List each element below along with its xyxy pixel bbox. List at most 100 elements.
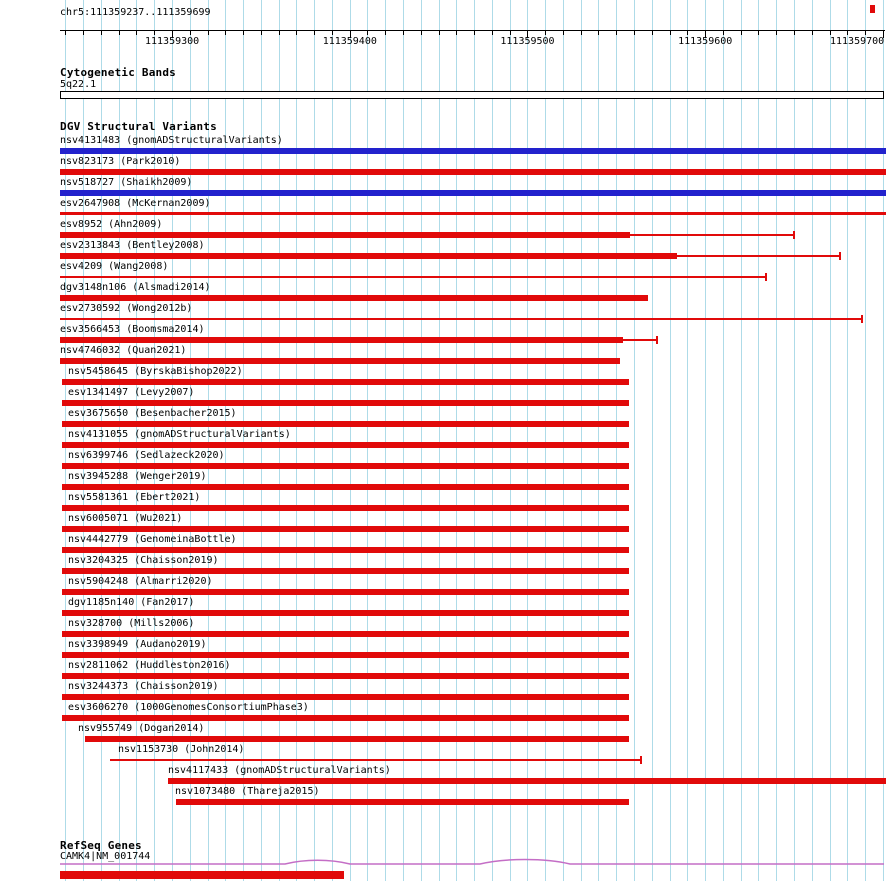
variant-bar[interactable]	[61, 652, 629, 658]
section-title-refseq-genes: RefSeq Genes	[60, 839, 142, 852]
ruler-tick-minor	[385, 30, 387, 35]
ruler-tick-minor	[367, 30, 369, 35]
ruler-tick-minor	[100, 30, 102, 35]
variant-bar[interactable]	[60, 232, 631, 238]
variant-bar[interactable]	[61, 379, 629, 385]
ruler-tick-minor	[829, 30, 831, 35]
variant-label[interactable]: nsv6399746 (Sedlazeck2020)	[68, 450, 225, 461]
variant-label[interactable]: dgv1185n140 (Fan2017)	[68, 597, 195, 608]
variant-label[interactable]: nsv328700 (Mills2006)	[68, 618, 195, 629]
gridline	[118, 0, 120, 881]
variant-label[interactable]: esv4209 (Wang2008)	[60, 261, 169, 272]
gene-name: CAMK4|NM_001744	[60, 851, 151, 862]
variant-label[interactable]: nsv4746032 (Quan2021)	[60, 345, 187, 356]
variant-bar[interactable]	[60, 212, 886, 215]
variant-bar[interactable]	[61, 568, 629, 574]
variant-bar[interactable]	[60, 295, 649, 301]
ruler-tick-minor	[260, 30, 262, 35]
variant-bar[interactable]	[60, 253, 677, 259]
variant-bar[interactable]	[60, 337, 624, 343]
variant-label[interactable]: nsv4442779 (GenomeinaBottle)	[68, 534, 237, 545]
ruler-tick-minor	[83, 30, 85, 35]
variant-bar[interactable]	[60, 358, 620, 364]
variant-bar[interactable]	[60, 169, 886, 175]
gridline	[722, 0, 724, 881]
variant-label[interactable]: nsv4131055 (gnomADStructuralVariants)	[68, 429, 291, 440]
variant-bar[interactable]	[61, 715, 629, 721]
variant-bar[interactable]	[61, 631, 629, 637]
variant-label[interactable]: esv3566453 (Boomsma2014)	[60, 324, 205, 335]
variant-label[interactable]: nsv4117433 (gnomADStructuralVariants)	[168, 765, 391, 776]
variant-bar[interactable]	[168, 778, 886, 784]
variant-label[interactable]: nsv5581361 (Ebert2021)	[68, 492, 201, 503]
gridline	[189, 0, 191, 881]
ruler-tick-major	[172, 30, 173, 38]
variant-bar[interactable]	[109, 759, 642, 761]
gridline	[634, 0, 635, 881]
variant-label[interactable]: esv2313843 (Bentley2008)	[60, 240, 205, 251]
gridline	[260, 0, 262, 881]
ruler-tick-minor	[314, 30, 316, 35]
ruler-tick-minor	[687, 30, 689, 35]
variant-label[interactable]: nsv1153730 (John2014)	[118, 744, 245, 755]
variant-bar[interactable]	[61, 442, 629, 448]
variant-bar[interactable]	[61, 589, 629, 595]
variant-bar[interactable]	[61, 463, 629, 469]
gridline	[651, 0, 653, 881]
variant-label[interactable]: nsv823173 (Park2010)	[60, 156, 181, 167]
gridline	[172, 0, 173, 881]
variant-bar[interactable]	[84, 736, 629, 742]
variant-extension-line[interactable]	[676, 255, 841, 257]
ruler-tick-minor	[207, 30, 209, 35]
variant-label[interactable]: nsv518727 (Shaikh2009)	[60, 177, 193, 188]
variant-bar[interactable]	[61, 400, 629, 406]
variant-bar[interactable]	[60, 318, 862, 320]
variant-bar[interactable]	[61, 547, 629, 553]
variant-label[interactable]: nsv3244373 (Chaisson2019)	[68, 681, 219, 692]
variant-extension-line[interactable]	[623, 339, 658, 341]
variant-label[interactable]: nsv6005071 (Wu2021)	[68, 513, 183, 524]
variant-label[interactable]: nsv1073480 (Thareja2015)	[175, 786, 320, 797]
variant-label[interactable]: esv2647908 (McKernan2009)	[60, 198, 211, 209]
variant-label[interactable]: dgv3148n106 (Alsmadi2014)	[60, 282, 211, 293]
variant-label[interactable]: nsv5458645 (ByrskaBishop2022)	[68, 366, 243, 377]
variant-bar[interactable]	[61, 526, 629, 532]
variant-label[interactable]: esv2730592 (Wong2012b)	[60, 303, 193, 314]
variant-bar[interactable]	[61, 610, 629, 616]
variant-label[interactable]: nsv955749 (Dogan2014)	[78, 723, 205, 734]
ruler-tick-minor	[118, 30, 120, 35]
variant-bar[interactable]	[61, 484, 629, 490]
variant-label[interactable]: nsv4131483 (gnomADStructuralVariants)	[60, 135, 283, 146]
cytoband-name: 5q22.1	[60, 79, 97, 90]
variant-label[interactable]: esv3675650 (Besenbacher2015)	[68, 408, 237, 419]
variant-label[interactable]: esv3606270 (1000GenomesConsortiumPhase3)	[68, 702, 309, 713]
ruler-tick-minor	[616, 30, 618, 35]
variant-bar[interactable]	[60, 190, 886, 196]
variant-bar[interactable]	[175, 799, 629, 805]
variant-label[interactable]: nsv3398949 (Audano2019)	[68, 639, 207, 650]
gridline	[811, 0, 813, 881]
variant-bar[interactable]	[60, 148, 886, 154]
variant-label[interactable]: nsv5904248 (Almarri2020)	[68, 576, 213, 587]
gridline	[491, 0, 493, 881]
variant-label[interactable]: nsv3204325 (Chaisson2019)	[68, 555, 219, 566]
cytoband-bar[interactable]	[60, 91, 884, 99]
gridline	[154, 0, 156, 881]
variant-extension-line[interactable]	[630, 234, 794, 236]
gridline	[474, 0, 476, 881]
gridline	[278, 0, 280, 881]
variant-bar[interactable]	[61, 694, 629, 700]
variant-label[interactable]: nsv2811062 (Huddleston2016)	[68, 660, 231, 671]
gridline	[456, 0, 458, 881]
variant-bar[interactable]	[60, 276, 766, 278]
variant-label[interactable]: esv8952 (Ahn2009)	[60, 219, 163, 230]
variant-label[interactable]: esv1341497 (Levy2007)	[68, 387, 195, 398]
variant-bar[interactable]	[61, 505, 629, 511]
gene-exon-bar[interactable]	[60, 871, 345, 879]
ruler-tick-minor	[420, 30, 422, 35]
ruler-tick-minor	[403, 30, 404, 35]
variant-label[interactable]: nsv3945288 (Wenger2019)	[68, 471, 207, 482]
variant-bar[interactable]	[61, 421, 629, 427]
section-title-dgv-structural-variants: DGV Structural Variants	[60, 120, 217, 133]
variant-bar[interactable]	[61, 673, 629, 679]
